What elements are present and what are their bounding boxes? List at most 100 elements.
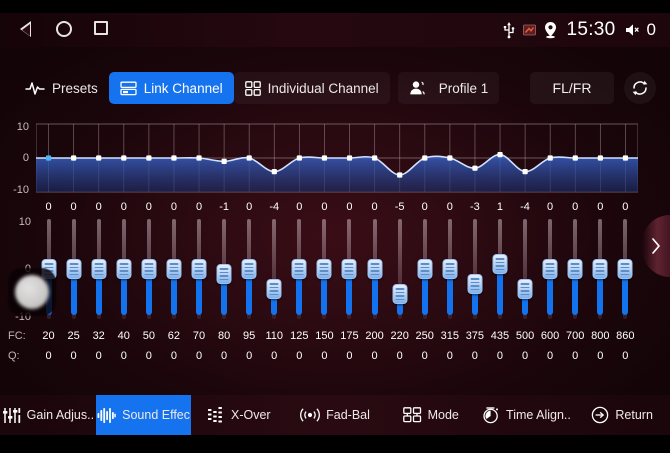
channel-select-button[interactable]: FL/FR [530,72,614,104]
fc-value[interactable]: 600 [540,330,560,342]
band-slider[interactable] [312,216,337,326]
band-slider[interactable] [462,216,487,326]
q-value[interactable]: 0 [145,350,152,362]
volume-mute-icon[interactable] [624,22,640,38]
back-button[interactable] [18,21,36,39]
fc-value[interactable]: 150 [315,330,334,342]
bottom-nav-item-time-align[interactable]: Time Align.. [479,395,575,435]
slider-handle[interactable] [442,259,458,279]
q-value[interactable]: 0 [547,350,554,362]
q-value[interactable]: 0 [271,350,278,362]
fc-value[interactable]: 435 [490,330,510,342]
q-value[interactable]: 0 [371,350,378,362]
slider-handle[interactable] [166,259,182,279]
q-value[interactable]: 0 [572,350,579,362]
band-slider[interactable] [362,216,387,326]
band-slider[interactable] [161,216,186,326]
band-slider[interactable] [538,216,563,326]
slider-handle[interactable] [266,279,282,299]
q-value[interactable]: 0 [622,350,629,362]
q-value[interactable]: 0 [396,350,403,362]
q-value[interactable]: 0 [70,350,77,362]
recents-button[interactable] [94,21,112,39]
band-slider[interactable] [337,216,362,326]
q-value[interactable]: 0 [95,350,102,362]
fc-value[interactable]: 375 [465,330,485,342]
slider-handle[interactable] [617,259,633,279]
q-value[interactable]: 0 [346,350,353,362]
bottom-nav-item-gain-adjus[interactable]: Gain Adjus.. [0,395,96,435]
fc-value[interactable]: 70 [192,330,206,342]
bottom-nav-item-return[interactable]: Return [574,395,670,435]
q-value[interactable]: 0 [120,350,127,362]
q-value[interactable]: 0 [496,350,503,362]
q-value[interactable]: 0 [45,350,52,362]
fc-value[interactable]: 860 [616,330,635,342]
band-slider[interactable] [387,216,412,326]
fc-value[interactable]: 800 [591,330,610,342]
q-value[interactable]: 0 [221,350,228,362]
slider-handle[interactable] [567,259,583,279]
fc-value[interactable]: 40 [117,330,130,342]
band-slider[interactable] [287,216,312,326]
slider-handle[interactable] [341,259,357,279]
slider-handle[interactable] [517,279,533,299]
fc-value[interactable]: 62 [167,330,181,342]
reset-button[interactable] [624,72,656,104]
individual-channel-tab[interactable]: Individual Channel [233,72,390,104]
band-slider[interactable] [613,216,638,326]
q-value[interactable]: 0 [321,350,328,362]
band-slider[interactable] [111,216,136,326]
q-value[interactable]: 0 [195,350,203,362]
slider-handle[interactable] [66,259,82,279]
band-slider[interactable] [437,216,462,326]
slider-handle[interactable] [191,259,207,279]
q-value[interactable]: 0 [296,350,303,362]
slider-handle[interactable] [592,259,608,279]
q-value[interactable]: 0 [246,350,253,362]
fc-value[interactable]: 25 [67,330,80,342]
slider-handle[interactable] [417,259,433,279]
profile-button[interactable]: Profile 1 [397,72,500,104]
q-value[interactable]: 0 [421,350,428,362]
band-slider[interactable] [212,216,237,326]
fc-value[interactable]: 175 [340,330,359,342]
slider-handle[interactable] [542,259,558,279]
fc-value[interactable]: 20 [42,330,55,342]
slider-handle[interactable] [392,284,408,304]
eq-response-curve[interactable] [36,116,638,202]
fc-value[interactable]: 110 [265,330,284,342]
slider-handle[interactable] [116,259,132,279]
q-value[interactable]: 0 [446,350,453,362]
fc-value[interactable]: 315 [440,330,459,342]
band-slider[interactable] [512,216,537,326]
band-slider[interactable] [487,216,512,326]
slider-handle[interactable] [367,259,383,279]
fc-value[interactable]: 50 [142,330,155,342]
band-slider[interactable] [262,216,287,326]
fc-value[interactable]: 220 [390,330,409,342]
bottom-nav-item-fad-bal[interactable]: Fad-Bal [287,395,383,435]
band-slider[interactable] [186,216,211,326]
link-channel-tab[interactable]: Link Channel [108,72,234,104]
slider-handle[interactable] [316,259,332,279]
fc-value[interactable]: 95 [243,330,256,342]
slider-handle[interactable] [91,259,107,279]
fc-value[interactable]: 200 [365,330,384,342]
band-slider[interactable] [86,216,111,326]
band-slider[interactable] [237,216,262,326]
band-slider[interactable] [412,216,437,326]
home-button[interactable] [56,21,74,39]
band-slider[interactable] [136,216,161,326]
slider-handle[interactable] [467,274,483,294]
slider-handle[interactable] [216,264,232,284]
slider-handle[interactable] [241,259,257,279]
band-slider[interactable] [588,216,613,326]
slider-handle[interactable] [141,259,157,279]
band-slider[interactable] [61,216,86,326]
fc-value[interactable]: 250 [415,330,434,342]
slider-handle[interactable] [492,254,508,274]
fc-value[interactable]: 125 [290,330,309,342]
bottom-nav-item-x-over[interactable]: X-Over [191,395,287,435]
bottom-nav-item-mode[interactable]: Mode [383,395,479,435]
